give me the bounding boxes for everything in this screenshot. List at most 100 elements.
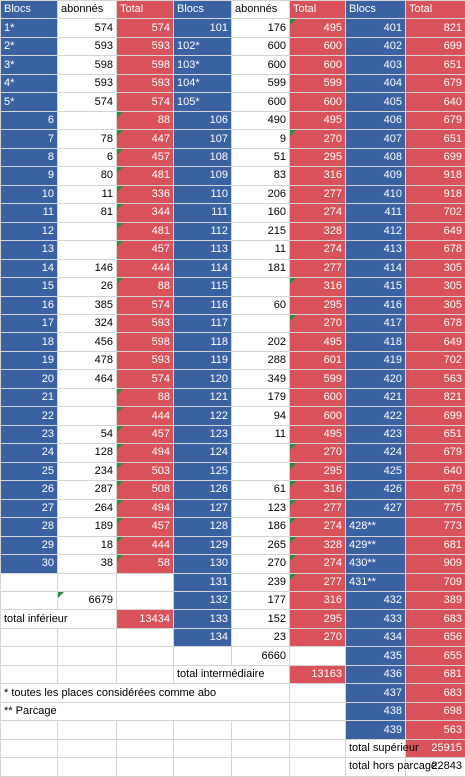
bloc-cell[interactable]: 438 (346, 702, 406, 720)
abonnes-cell[interactable]: 186 (232, 518, 290, 536)
total-cell[interactable]: 702 (406, 204, 465, 222)
total-cell[interactable]: 457 (117, 425, 174, 443)
abonnes-cell[interactable]: 160 (232, 204, 290, 222)
total-cell[interactable]: 444 (117, 536, 174, 554)
total-cell[interactable]: 457 (117, 241, 174, 259)
bloc-cell[interactable]: 6 (1, 111, 58, 129)
abonnes-cell[interactable]: 593 (58, 37, 117, 55)
total-cell[interactable]: 649 (406, 333, 465, 351)
total-cell[interactable]: 316 (290, 278, 346, 296)
bloc-cell[interactable]: 402 (346, 37, 406, 55)
abonnes-cell[interactable]: 94 (232, 407, 290, 425)
abonnes-cell[interactable]: 78 (58, 130, 117, 148)
total-cell[interactable]: 444 (117, 259, 174, 277)
bloc-cell[interactable]: 27 (1, 499, 58, 517)
total-cell[interactable]: 563 (406, 721, 465, 739)
bloc-cell[interactable]: 420 (346, 370, 406, 388)
bloc-cell[interactable]: 433 (346, 610, 406, 628)
total-cell[interactable]: 679 (406, 111, 465, 129)
bloc-cell[interactable]: 411 (346, 204, 406, 222)
total-intermediaire-value[interactable]: 13163 (290, 665, 346, 683)
total-cell[interactable]: 656 (406, 628, 465, 646)
bloc-cell[interactable]: 409 (346, 167, 406, 185)
bloc-cell[interactable]: 439 (346, 721, 406, 739)
empty-cell[interactable] (1, 628, 58, 646)
total-cell[interactable]: 679 (406, 481, 465, 499)
bloc-cell[interactable]: 23 (1, 425, 58, 443)
empty-cell[interactable] (1, 665, 58, 683)
abonnes-cell[interactable]: 464 (58, 370, 117, 388)
bloc-cell[interactable]: 1* (1, 19, 58, 37)
abonnes-cell[interactable]: 176 (232, 19, 290, 37)
bloc-cell[interactable]: 119 (174, 351, 232, 369)
total-cell[interactable]: 481 (117, 167, 174, 185)
total-cell[interactable]: 593 (117, 314, 174, 332)
bloc-cell[interactable]: 128 (174, 518, 232, 536)
empty-cell[interactable] (290, 684, 346, 702)
abonnes-cell[interactable]: 288 (232, 351, 290, 369)
bloc-cell[interactable]: 425 (346, 462, 406, 480)
total-cell[interactable]: 600 (290, 388, 346, 406)
bloc-cell[interactable]: 434 (346, 628, 406, 646)
bloc-cell[interactable]: 117 (174, 314, 232, 332)
abonnes-cell[interactable]: 128 (58, 444, 117, 462)
total-cell[interactable]: 389 (406, 592, 465, 610)
abonnes-cell[interactable]: 593 (58, 74, 117, 92)
bloc-cell[interactable]: 103* (174, 56, 232, 74)
header-blocs[interactable]: Blocs (1, 1, 58, 19)
total-cell[interactable]: 328 (290, 222, 346, 240)
total-cell[interactable]: 508 (117, 481, 174, 499)
total-cell[interactable]: 679 (406, 74, 465, 92)
bloc-cell[interactable]: 28 (1, 518, 58, 536)
bloc-cell[interactable]: 427 (346, 499, 406, 517)
bloc-cell[interactable]: 5* (1, 93, 58, 111)
total-cell[interactable]: 270 (290, 130, 346, 148)
total-cell[interactable]: 918 (406, 185, 465, 203)
total-cell[interactable]: 821 (406, 388, 465, 406)
bloc-cell[interactable]: 132 (174, 592, 232, 610)
abonnes-cell[interactable] (58, 241, 117, 259)
empty-cell[interactable] (290, 721, 346, 739)
total-cell[interactable]: 702 (406, 351, 465, 369)
empty-cell[interactable] (174, 647, 232, 665)
total-cell[interactable]: 305 (406, 296, 465, 314)
total-cell[interactable]: 447 (117, 130, 174, 148)
bloc-cell[interactable]: 15 (1, 278, 58, 296)
empty-cell[interactable] (117, 647, 174, 665)
bloc-cell[interactable]: 20 (1, 370, 58, 388)
empty-cell[interactable] (290, 647, 346, 665)
bloc-cell[interactable]: 130 (174, 555, 232, 573)
bloc-cell[interactable]: 435 (346, 647, 406, 665)
bloc-cell[interactable]: 417 (346, 314, 406, 332)
abonnes-cell[interactable]: 574 (58, 19, 117, 37)
empty-cell[interactable] (117, 628, 174, 646)
total-cell[interactable]: 679 (406, 444, 465, 462)
total-cell[interactable]: 316 (290, 592, 346, 610)
empty-cell[interactable] (117, 573, 174, 591)
bloc-cell[interactable]: 413 (346, 241, 406, 259)
bloc-cell[interactable]: 418 (346, 333, 406, 351)
total-cell[interactable]: 88 (117, 388, 174, 406)
total-cell[interactable]: 775 (406, 499, 465, 517)
total-cell[interactable]: 598 (117, 56, 174, 74)
total-cell[interactable]: 277 (290, 259, 346, 277)
abonnes-cell[interactable]: 146 (58, 259, 117, 277)
total-cell[interactable]: 305 (406, 278, 465, 296)
total-cell[interactable]: 495 (290, 425, 346, 443)
total-cell[interactable]: 277 (290, 499, 346, 517)
bloc-cell[interactable]: 13 (1, 241, 58, 259)
abonnes-cell[interactable]: 54 (58, 425, 117, 443)
bloc-cell[interactable]: 12 (1, 222, 58, 240)
total-cell[interactable]: 600 (290, 56, 346, 74)
abonnes-cell[interactable]: 80 (58, 167, 117, 185)
abonnes-cell[interactable]: 181 (232, 259, 290, 277)
total-cell[interactable]: 457 (117, 148, 174, 166)
total-cell[interactable]: 328 (290, 536, 346, 554)
empty-cell[interactable] (232, 721, 290, 739)
abonnes-cell[interactable]: 600 (232, 93, 290, 111)
abonnes-cell[interactable]: 202 (232, 333, 290, 351)
total-cell[interactable]: 681 (406, 665, 465, 683)
bloc-cell[interactable]: 111 (174, 204, 232, 222)
abonnes-cell[interactable]: 179 (232, 388, 290, 406)
empty-cell[interactable] (58, 665, 117, 683)
